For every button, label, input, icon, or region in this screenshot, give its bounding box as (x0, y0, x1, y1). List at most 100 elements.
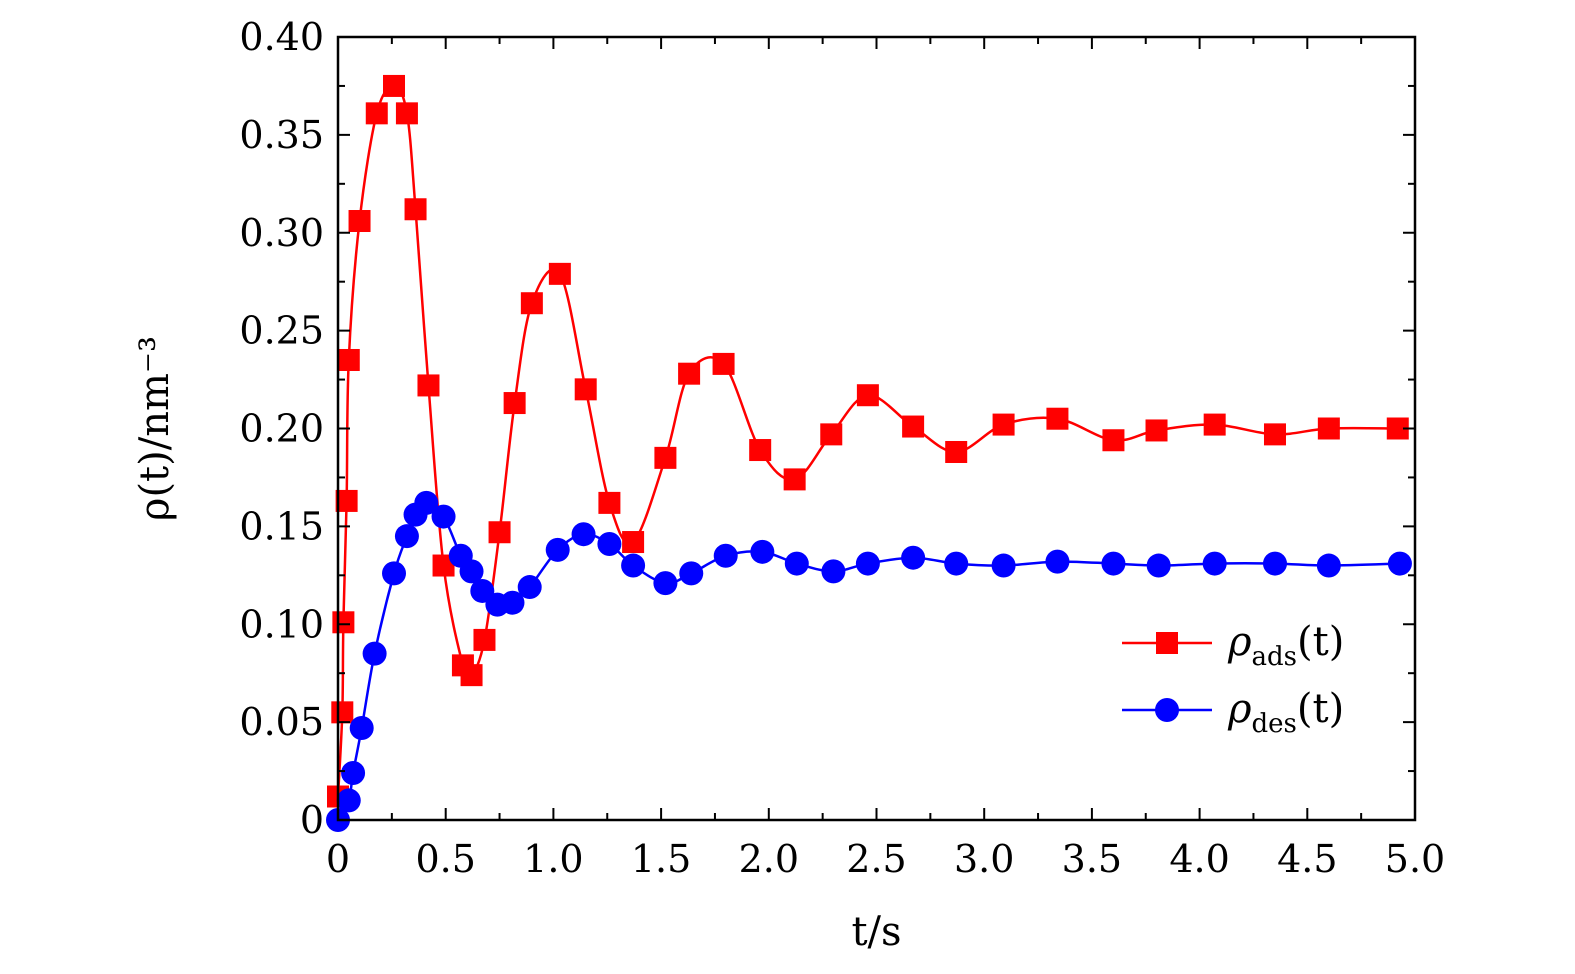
x-tick-label: 5.0 (1385, 837, 1445, 881)
data-point-ads (783, 468, 806, 491)
data-point-des (336, 788, 361, 813)
y-axis-label: ρ(t)/nm⁻³ (132, 336, 178, 521)
x-axis-ticks (337, 37, 1416, 820)
data-point-ads (548, 262, 571, 285)
x-axis-tick-labels: 0 0.5 1.0 1.5 2.0 2.5 3.0 3.5 4.0 4.5 5.0 (326, 837, 1445, 881)
y-tick-label: 0.35 (239, 113, 324, 157)
legend: ρads(t) ρdes(t) (1122, 619, 1344, 739)
data-point-ads (678, 362, 701, 385)
data-point-ads (902, 415, 925, 438)
y-tick-label: 0.30 (239, 211, 324, 255)
data-point-des (341, 761, 366, 786)
x-tick-label: 4.0 (1169, 837, 1229, 881)
data-point-ads (503, 392, 526, 415)
x-tick-label: 4.5 (1277, 837, 1337, 881)
legend-label-des: ρdes(t) (1227, 686, 1344, 739)
data-point-ads (1046, 407, 1069, 430)
y-tick-label: 0.15 (239, 504, 324, 548)
data-point-ads (417, 374, 440, 397)
y-tick-label: 0.20 (239, 407, 324, 451)
data-point-ads (622, 531, 645, 554)
data-point-ads (332, 611, 355, 634)
y-axis-tick-labels: 0 0.05 0.10 0.15 0.20 0.25 0.30 0.35 0.40 (239, 15, 324, 842)
plot-frame (336, 35, 1417, 822)
data-point-des (1101, 551, 1126, 576)
data-point-des (713, 543, 738, 568)
data-point-ads (712, 352, 735, 375)
data-point-des (517, 575, 542, 600)
data-point-ads (404, 198, 427, 221)
data-point-ads (992, 413, 1015, 436)
data-point-des (500, 590, 525, 615)
x-tick-label: 3.0 (954, 837, 1014, 881)
data-point-ads (1102, 429, 1125, 452)
data-point-des (679, 561, 704, 586)
legend-marker-des (1155, 698, 1179, 722)
data-point-des (1202, 551, 1227, 576)
legend-item-des: ρdes(t) (1122, 686, 1344, 739)
legend-marker-ads (1156, 632, 1178, 654)
data-point-ads (1203, 413, 1226, 436)
data-point-des (459, 559, 484, 584)
data-point-des (1045, 549, 1070, 574)
data-point-des (944, 551, 969, 576)
y-tick-label: 0.10 (239, 602, 324, 646)
x-tick-label: 0 (326, 837, 350, 881)
data-point-ads (820, 423, 843, 446)
data-point-des (1262, 551, 1287, 576)
y-tick-label: 0.25 (239, 309, 324, 353)
data-point-ads (337, 348, 360, 371)
data-point-ads (574, 378, 597, 401)
data-point-des (653, 571, 678, 596)
x-tick-label: 2.5 (846, 837, 906, 881)
data-point-des (597, 531, 622, 556)
y-tick-label: 0.40 (239, 15, 324, 59)
data-point-ads (331, 701, 354, 724)
data-point-des (349, 715, 374, 740)
data-point-des (784, 551, 809, 576)
data-point-ads (749, 439, 772, 462)
data-point-des (855, 551, 880, 576)
data-point-ads (1317, 417, 1340, 440)
data-point-ads (1263, 423, 1286, 446)
data-point-des (571, 522, 596, 547)
data-point-ads (945, 440, 968, 463)
data-point-des (394, 524, 419, 549)
data-point-ads (488, 521, 511, 544)
data-point-des (1387, 551, 1412, 576)
data-point-ads (1386, 417, 1409, 440)
data-point-des (545, 537, 570, 562)
data-point-ads (460, 664, 483, 687)
data-point-ads (473, 628, 496, 651)
y-tick-label: 0 (300, 798, 324, 842)
data-point-des (431, 504, 456, 529)
x-tick-label: 1.0 (523, 837, 583, 881)
y-axis-ticks (338, 36, 1415, 821)
data-point-ads (520, 292, 543, 315)
data-point-ads (654, 446, 677, 469)
data-point-ads (365, 102, 388, 125)
data-point-ads (1145, 419, 1168, 442)
data-point-ads (383, 74, 406, 97)
data-point-ads (598, 491, 621, 514)
legend-label-ads: ρads(t) (1227, 619, 1344, 672)
data-point-ads (335, 489, 358, 512)
data-point-des (414, 490, 439, 515)
data-point-ads (856, 384, 879, 407)
x-tick-label: 3.5 (1062, 837, 1122, 881)
x-tick-label: 2.0 (739, 837, 799, 881)
data-point-des (1146, 553, 1171, 578)
data-point-des (901, 545, 926, 570)
data-point-ads (395, 102, 418, 125)
data-point-ads (432, 554, 455, 577)
data-point-des (1316, 553, 1341, 578)
data-point-des (991, 553, 1016, 578)
x-tick-label: 0.5 (415, 837, 475, 881)
x-tick-label: 1.5 (631, 837, 691, 881)
series-markers (326, 74, 1412, 832)
y-tick-label: 0.05 (239, 700, 324, 744)
data-point-des (621, 553, 646, 578)
x-axis-label: t/s (851, 909, 901, 955)
data-point-des (382, 561, 407, 586)
